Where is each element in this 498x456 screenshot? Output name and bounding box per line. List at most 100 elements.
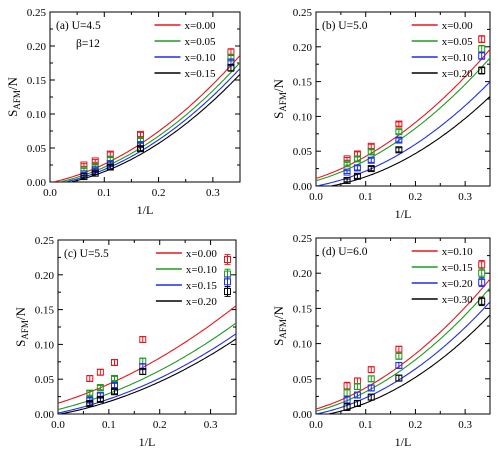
data-point <box>478 261 486 269</box>
data-point <box>343 403 351 411</box>
fit-curve <box>316 287 490 412</box>
data-point <box>111 358 119 366</box>
panel-b: 0.0 0.1 0.2 0.3 0.00 0.05 0.10 0.15 0.20 0.25 1/L S… <box>271 7 491 221</box>
x-tick-label: 0.2 <box>409 419 423 431</box>
x-tick-label: 0.3 <box>458 191 472 203</box>
fit-curve <box>58 305 236 404</box>
fit-curve <box>58 333 236 414</box>
x-tick-label: 0.0 <box>309 419 323 431</box>
data-point <box>227 64 235 72</box>
data-point <box>343 389 351 397</box>
x-axis-label: 1/L <box>395 207 412 221</box>
y-tick-label: 0.25 <box>293 7 313 19</box>
data-point <box>367 156 375 164</box>
fit-curve <box>60 62 240 182</box>
data-point <box>96 384 104 392</box>
x-tick-label: 0.0 <box>43 187 57 199</box>
data-point <box>367 384 375 392</box>
data-point <box>139 336 147 344</box>
data-point <box>96 395 104 403</box>
data-point <box>343 168 351 176</box>
panel-label: (d) U=6.0 <box>322 246 368 258</box>
series-0 <box>58 254 236 404</box>
legend-entry: x=0.00 <box>186 248 217 260</box>
x-tick-label: 0.2 <box>409 191 423 203</box>
x-tick-label: 0.2 <box>152 187 166 199</box>
data-point <box>367 366 375 374</box>
data-point <box>353 399 361 407</box>
y-tick-label: 0.20 <box>27 41 47 53</box>
x-tick-label: 0.1 <box>359 419 373 431</box>
data-point <box>91 169 99 177</box>
y-tick-label: 0.25 <box>27 7 47 19</box>
data-point <box>106 163 114 171</box>
fit-curve <box>317 301 490 414</box>
panel-label: (c) U=5.5 <box>64 248 109 260</box>
data-point <box>91 157 99 165</box>
data-point <box>343 160 351 168</box>
data-point <box>353 164 361 172</box>
y-tick-label: 0.10 <box>293 111 313 123</box>
y-tick-label: 0.20 <box>293 268 313 280</box>
data-point <box>353 172 361 180</box>
x-tick-label: 0.3 <box>206 187 220 199</box>
y-axis-label-sub: AFM <box>12 90 22 110</box>
y-tick-label: 0.00 <box>27 177 47 189</box>
data-point <box>224 288 232 296</box>
x-tick-label: 0.1 <box>97 187 111 199</box>
data-point <box>353 391 361 399</box>
data-point <box>395 120 403 128</box>
legend-entry: x=0.10 <box>442 246 473 258</box>
legend-entry: x=0.05 <box>185 36 216 48</box>
panel-c: 0.0 0.1 0.2 0.3 0.00 0.05 0.10 0.15 0.20 0.25 1/L S… <box>13 235 237 449</box>
panel-a: 0.0 0.1 0.2 0.3 0.00 0.05 0.10 0.15 0.20 0.25 1/L S… <box>5 7 241 217</box>
y-axis-label: SAFM/N <box>271 306 288 346</box>
data-point <box>139 368 147 376</box>
x-tick-label: 0.0 <box>309 191 323 203</box>
y-axis-label-tail: /N <box>271 306 286 320</box>
series-2 <box>317 277 490 414</box>
y-axis-label-tail: /N <box>271 79 286 93</box>
data-point <box>478 278 486 286</box>
legend-entry: x=0.00 <box>442 20 473 32</box>
data-point <box>111 388 119 396</box>
series-2 <box>317 51 490 186</box>
y-axis-label-main: S <box>271 112 286 119</box>
y-tick-label: 0.25 <box>293 233 313 245</box>
y-axis-label: SAFM/N <box>5 77 22 117</box>
data-point <box>395 128 403 136</box>
panel-label: (a) U=4.5 <box>56 20 101 32</box>
fit-curve <box>58 322 236 411</box>
y-axis-label-main: S <box>271 339 286 346</box>
data-point <box>478 269 486 277</box>
data-point <box>367 393 375 401</box>
data-point <box>86 375 94 383</box>
y-tick-label: 0.15 <box>293 303 313 315</box>
legend-entry: x=0.20 <box>442 278 473 290</box>
y-tick-label: 0.10 <box>27 109 47 121</box>
legend-entry: x=0.05 <box>442 36 473 48</box>
x-tick-label: 0.3 <box>204 419 218 431</box>
fit-curve <box>72 73 240 182</box>
panel-d: 0.0 0.1 0.2 0.3 0.00 0.05 0.10 0.15 0.20 0.25 1/L S… <box>271 233 491 449</box>
y-axis-label-sub: AFM <box>20 320 30 340</box>
y-tick-label: 0.15 <box>35 305 55 317</box>
data-point <box>395 361 403 369</box>
y-tick-label: 0.05 <box>293 146 313 158</box>
y-tick-label: 0.20 <box>35 270 55 282</box>
data-point <box>395 352 403 360</box>
series-1 <box>316 268 490 412</box>
y-axis-label-main: S <box>5 110 20 117</box>
y-tick-label: 0.00 <box>293 181 313 193</box>
data-point <box>224 255 232 263</box>
data-point <box>395 345 403 353</box>
data-point <box>478 35 486 43</box>
data-point <box>395 374 403 382</box>
y-tick-label: 0.10 <box>293 339 313 351</box>
data-point <box>367 148 375 156</box>
y-tick-label: 0.15 <box>293 77 313 89</box>
data-point <box>96 368 104 376</box>
data-point <box>367 165 375 173</box>
legend-entry: x=0.15 <box>442 262 473 274</box>
